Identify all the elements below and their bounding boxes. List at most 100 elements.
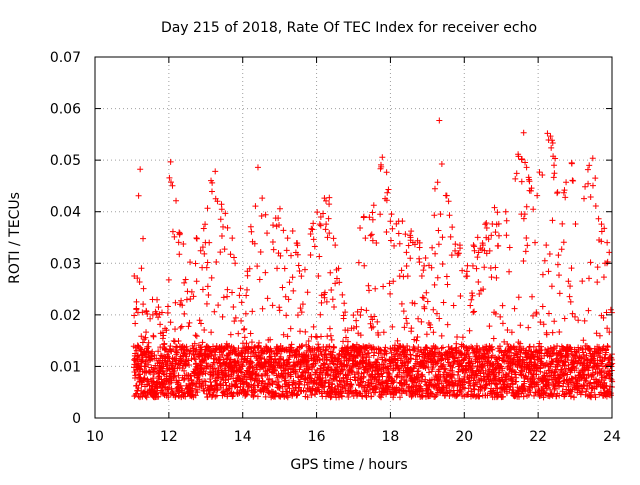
data-point [571, 394, 578, 401]
data-point [165, 276, 172, 283]
data-point [227, 251, 234, 258]
data-point [192, 332, 199, 339]
data-point [499, 302, 506, 309]
data-point [581, 195, 588, 202]
data-point [317, 214, 324, 221]
data-point [300, 387, 307, 394]
data-point [549, 139, 556, 146]
data-point [422, 364, 429, 371]
data-point [344, 344, 351, 351]
data-point [212, 168, 219, 175]
data-point [185, 357, 192, 364]
data-point [295, 262, 302, 269]
data-point [486, 323, 493, 330]
data-point [518, 156, 525, 163]
data-point [438, 160, 445, 167]
data-point [417, 383, 424, 390]
data-point [483, 224, 490, 231]
data-point [326, 377, 333, 384]
data-point [273, 350, 280, 357]
data-point [243, 292, 250, 299]
data-point [280, 331, 287, 338]
data-point [606, 249, 613, 256]
data-point [383, 228, 390, 235]
data-point [357, 312, 364, 319]
y-tick-label: 0.02 [50, 308, 81, 324]
data-point [436, 117, 443, 124]
data-point [381, 357, 388, 364]
data-point [408, 355, 415, 362]
data-point [357, 332, 364, 339]
x-tick-label: 10 [86, 429, 104, 445]
data-point [234, 384, 241, 391]
data-point [551, 318, 558, 325]
data-point [288, 341, 295, 348]
data-point [157, 321, 164, 328]
data-point [336, 279, 343, 286]
data-point [374, 318, 381, 325]
data-point [424, 344, 431, 351]
data-point [523, 235, 530, 242]
data-point [365, 390, 372, 397]
data-point [358, 306, 365, 313]
data-point [139, 309, 146, 316]
data-point [421, 305, 428, 312]
data-point [175, 372, 182, 379]
data-point [307, 231, 314, 238]
data-point [190, 293, 197, 300]
data-point [259, 195, 266, 202]
data-point [344, 361, 351, 368]
data-point [407, 255, 414, 262]
data-point [137, 347, 144, 354]
data-point [296, 366, 303, 373]
data-point [215, 302, 222, 309]
data-point [144, 348, 151, 355]
data-point [181, 310, 188, 317]
data-point [567, 298, 574, 305]
data-point [387, 362, 394, 369]
data-point [237, 285, 244, 292]
data-point [359, 393, 366, 400]
data-point [286, 385, 293, 392]
data-point [506, 244, 513, 251]
data-point [324, 333, 331, 340]
data-point [549, 137, 556, 144]
data-point [378, 163, 385, 170]
data-point [331, 344, 338, 351]
data-point [586, 275, 593, 282]
y-axis-label: ROTI / TECUs [7, 192, 23, 284]
data-point [182, 346, 189, 353]
data-point [277, 353, 284, 360]
data-point [239, 363, 246, 370]
data-point [307, 251, 314, 258]
data-point [201, 250, 208, 257]
data-point [368, 324, 375, 331]
data-point [175, 239, 182, 246]
data-point [139, 339, 146, 346]
data-point [368, 371, 375, 378]
data-point [238, 317, 245, 324]
data-point [316, 356, 323, 363]
data-point [342, 334, 349, 341]
data-point [309, 385, 316, 392]
data-point [323, 221, 330, 228]
data-point [298, 343, 305, 350]
data-point [185, 323, 192, 330]
data-point [208, 188, 215, 195]
data-point [287, 325, 294, 332]
data-point [258, 212, 265, 219]
data-point [560, 239, 567, 246]
data-point [532, 239, 539, 246]
data-point [270, 364, 277, 371]
data-point [305, 353, 312, 360]
data-point [420, 360, 427, 367]
data-point [324, 356, 331, 363]
data-point [518, 178, 525, 185]
data-point [340, 315, 347, 322]
data-point [243, 379, 250, 386]
data-point [539, 303, 546, 310]
data-point [398, 267, 405, 274]
data-point [247, 358, 254, 365]
data-point [218, 233, 225, 240]
